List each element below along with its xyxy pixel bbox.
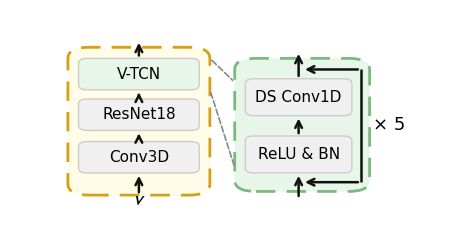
Text: × 5: × 5 [373,116,405,134]
Text: $\mathcal{v}$: $\mathcal{v}$ [132,190,146,209]
FancyBboxPatch shape [245,79,352,116]
FancyBboxPatch shape [79,58,199,90]
FancyBboxPatch shape [234,58,370,192]
Text: ReLU & BN: ReLU & BN [257,147,340,162]
Text: V-TCN: V-TCN [117,66,161,82]
Text: DS Conv1D: DS Conv1D [256,90,342,105]
FancyBboxPatch shape [79,99,199,131]
FancyBboxPatch shape [68,47,210,195]
FancyBboxPatch shape [245,136,352,173]
FancyBboxPatch shape [79,142,199,173]
Text: ResNet18: ResNet18 [102,107,176,122]
Text: Conv3D: Conv3D [109,150,169,165]
